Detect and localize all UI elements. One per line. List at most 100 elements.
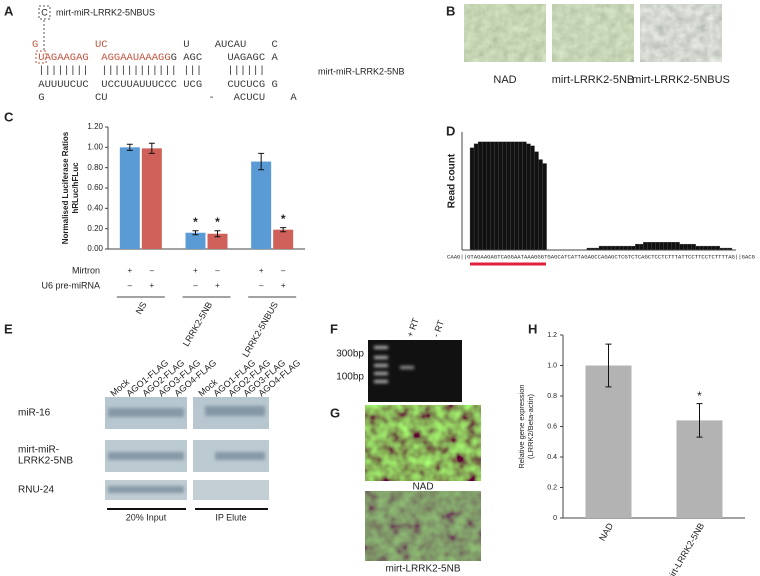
y-axis-label: Normalised Luciferase Ratios xyxy=(61,131,70,244)
bar xyxy=(185,232,206,249)
y-tick-label: 1.2 xyxy=(547,332,557,339)
bar xyxy=(651,241,656,251)
band xyxy=(108,486,184,493)
error-bar xyxy=(214,230,221,238)
sequence-segment: G AGC UAGAGC A xyxy=(171,52,279,64)
y-tick-label: 0.40 xyxy=(87,203,103,212)
band xyxy=(108,408,184,417)
bar xyxy=(647,241,652,251)
bar xyxy=(614,245,620,251)
bar xyxy=(534,151,539,251)
band xyxy=(400,366,414,369)
gel-e xyxy=(105,397,269,510)
panel-label: H xyxy=(528,321,537,336)
y-axis-label: hRLuc/hFLuc xyxy=(71,162,80,214)
y-tick-label: 0 xyxy=(553,515,557,522)
x-tick-label: LRRK2-5NBUS xyxy=(240,300,280,359)
sequence-line: G CU - ACUCU A xyxy=(32,92,297,104)
sign: + xyxy=(215,281,220,290)
box-letter: C xyxy=(41,7,48,17)
bar xyxy=(485,141,491,251)
bands xyxy=(108,406,265,493)
bar xyxy=(490,141,495,251)
group-label: 20% Input xyxy=(126,512,167,522)
gel-f xyxy=(368,340,462,402)
error-bar xyxy=(192,230,199,236)
bar xyxy=(703,245,708,251)
y-axis-label: Read count xyxy=(447,153,458,208)
panel-label: C xyxy=(4,109,14,124)
bar xyxy=(518,141,523,251)
y-tick-label: 0.60 xyxy=(87,183,103,192)
bar xyxy=(498,141,503,251)
panel-label: A xyxy=(4,3,14,18)
sign: – xyxy=(150,266,155,275)
sequence-segment: U AUCAU C xyxy=(108,39,278,51)
sign: – xyxy=(281,266,286,275)
y-tick-label: 0.80 xyxy=(87,163,103,172)
bar xyxy=(530,145,535,251)
bar xyxy=(510,141,515,251)
hairpin-name: mirt-miR-LRRK2-5NBUS xyxy=(56,7,155,17)
row-label: miR-16 xyxy=(18,408,51,419)
bar xyxy=(141,148,162,249)
band xyxy=(205,406,265,416)
bar xyxy=(691,243,696,251)
panel-label: D xyxy=(446,123,455,138)
bar xyxy=(675,241,680,251)
bar xyxy=(502,141,507,251)
highlight-box xyxy=(38,5,51,20)
sequence-segment: G CU - ACUCU A xyxy=(32,92,297,104)
bar xyxy=(585,365,632,518)
image-label: NAD xyxy=(412,482,433,493)
sign: – xyxy=(193,281,198,290)
sign: + xyxy=(127,266,132,275)
bar xyxy=(623,245,628,251)
sign: + xyxy=(149,281,154,290)
fluorescence xyxy=(464,4,546,62)
micrograph xyxy=(552,4,634,62)
y-tick-label: 1.20 xyxy=(87,122,103,131)
bar xyxy=(618,245,624,251)
y-axis-label: Relative gene expression xyxy=(517,384,526,468)
fluorescence xyxy=(552,4,634,62)
sequence-segment: |||||||| |||||||||||| ||| |||||| xyxy=(32,65,265,77)
y-tick-label: 0.20 xyxy=(87,224,103,233)
micrograph xyxy=(464,4,546,62)
bar xyxy=(251,161,272,249)
band xyxy=(108,452,184,460)
ladder xyxy=(374,346,414,383)
sign: – xyxy=(259,281,264,290)
band xyxy=(374,380,388,383)
band xyxy=(374,346,388,349)
bar xyxy=(715,245,721,251)
hairpin-name: mirt-miR-LRRK2-5NB xyxy=(318,66,405,76)
bar xyxy=(469,147,475,251)
bar xyxy=(506,141,511,251)
band xyxy=(374,372,388,375)
panel-label: B xyxy=(446,3,455,18)
y-tick-label: 0.00 xyxy=(87,244,103,253)
significance: * xyxy=(215,215,220,229)
sequence: CAAG||GTAGAAGAGTCAGGAATAAAGGGTGAGCATCATT… xyxy=(447,253,755,260)
bar xyxy=(526,143,531,251)
bar xyxy=(606,245,612,251)
bar xyxy=(522,141,527,251)
gel-strip xyxy=(193,480,269,500)
significance: * xyxy=(697,389,702,403)
micrographs-g xyxy=(365,405,481,561)
image-label: mirt-LRRK2-5NBUS xyxy=(632,74,730,86)
micrograph xyxy=(365,491,481,561)
error-bar xyxy=(258,152,265,171)
row-label: RNU-24 xyxy=(18,485,55,496)
bar xyxy=(643,241,648,251)
bar xyxy=(631,245,636,251)
sign: + xyxy=(193,266,198,275)
bar xyxy=(667,241,672,251)
y-tick-label: 1.0 xyxy=(547,362,557,369)
dim xyxy=(365,491,481,561)
sequence-line: AUUUUCUC UCCUUAUUUCCC UCG CUCUCG G xyxy=(32,79,278,91)
image-label: mirt-LRRK2-5NB xyxy=(385,564,460,575)
bar xyxy=(687,243,692,251)
sequence-segment: G UC xyxy=(32,39,108,51)
